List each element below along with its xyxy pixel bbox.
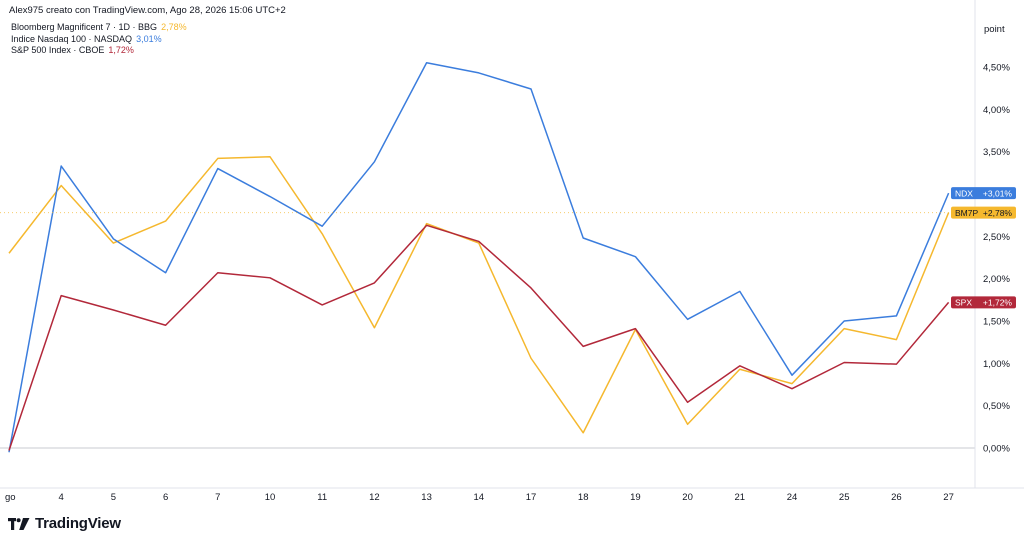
price-badge-value: +1,72% [983, 298, 1013, 308]
price-badge-value: +3,01% [983, 188, 1013, 198]
price-scale-unit[interactable]: point [984, 24, 1005, 35]
x-tick-label: 12 [369, 492, 380, 503]
x-tick-label: 6 [163, 492, 168, 503]
tradingview-logo-icon [8, 517, 30, 530]
price-badge-ndx [951, 187, 1016, 200]
x-tick-label: 7 [215, 492, 220, 503]
x-tick-label: 18 [578, 492, 589, 503]
y-tick-label: 4,50% [983, 62, 1010, 73]
x-tick-label: 26 [891, 492, 902, 503]
legend-series-value: 1,72% [108, 45, 134, 55]
price-badge-tag: NDX [955, 188, 973, 198]
x-tick-label: 19 [630, 492, 641, 503]
price-badge-bm7p [951, 206, 1016, 219]
y-tick-label: 3,50% [983, 147, 1010, 158]
x-tick-label: 21 [735, 492, 746, 503]
y-tick-label: 1,50% [983, 316, 1010, 327]
legend-series-value: 2,78% [161, 22, 187, 32]
tradingview-logo-text: TradingView [35, 515, 121, 532]
legend-item-nasdaq[interactable]: Indice Nasdaq 100 · NASDAQ 3,01% [11, 34, 187, 46]
legend-item-sp500[interactable]: S&P 500 Index · CBOE 1,72% [11, 45, 187, 57]
price-badge-tag: BM7P [955, 208, 978, 218]
x-tick-label: 17 [526, 492, 537, 503]
x-tick-label: 27 [943, 492, 954, 503]
x-tick-label: go [5, 492, 16, 503]
tradingview-logo: TradingView [8, 515, 121, 532]
legend-series-name: Bloomberg Magnificent 7 · 1D · BBG [11, 22, 158, 32]
legend-series-name: S&P 500 Index · CBOE [11, 45, 105, 55]
series-line-spx [8, 224, 950, 451]
legend-series-name: Indice Nasdaq 100 · NASDAQ [11, 33, 133, 44]
chart-attribution: Alex975 creato con TradingView.com, Ago … [9, 5, 286, 16]
x-tick-label: 10 [265, 492, 276, 503]
chart-legend: Bloomberg Magnificent 7 · 1D · BBG 2,78% … [11, 22, 187, 57]
x-tick-label: 25 [839, 492, 850, 503]
x-tick-label: 14 [474, 492, 485, 503]
x-tick-label: 11 [317, 492, 327, 503]
price-badge-tag: SPX [955, 298, 972, 308]
legend-item-mag7[interactable]: Bloomberg Magnificent 7 · 1D · BBG 2,78% [11, 22, 187, 34]
y-tick-label: 2,50% [983, 232, 1010, 243]
price-badge-spx [951, 296, 1016, 309]
price-badge-value: +2,78% [983, 208, 1013, 218]
y-tick-label: 4,00% [983, 105, 1010, 116]
y-tick-label: 0,50% [983, 401, 1010, 412]
x-tick-label: 24 [787, 492, 798, 503]
legend-series-value: 3,01% [136, 33, 162, 44]
x-tick-label: 4 [59, 492, 64, 503]
series-line-bm7p [8, 155, 950, 434]
series-line-ndx [8, 62, 950, 453]
y-tick-label: 0,00% [983, 444, 1010, 455]
x-tick-label: 20 [682, 492, 693, 503]
y-tick-label: 2,00% [983, 274, 1010, 285]
x-tick-label: 13 [421, 492, 432, 503]
x-tick-label: 5 [111, 492, 116, 503]
y-tick-label: 1,00% [983, 359, 1010, 370]
